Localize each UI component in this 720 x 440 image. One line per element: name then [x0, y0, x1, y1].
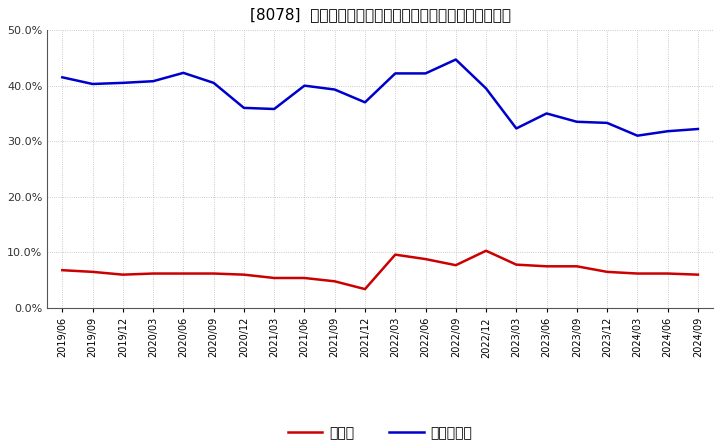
Legend: 現預金, 有利子負債: 現預金, 有利子負債	[282, 421, 478, 440]
現預金	[149, 271, 158, 276]
現預金	[361, 286, 369, 292]
現預金	[89, 269, 97, 275]
現預金	[210, 271, 218, 276]
有利子負債	[210, 80, 218, 85]
現預金	[119, 272, 127, 277]
現預金	[330, 279, 339, 284]
有利子負債	[330, 87, 339, 92]
有利子負債	[542, 111, 551, 116]
現預金	[240, 272, 248, 277]
現預金	[603, 269, 611, 275]
Line: 有利子負債: 有利子負債	[63, 59, 698, 136]
有利子負債	[482, 86, 490, 91]
有利子負債	[58, 75, 67, 80]
現預金	[300, 275, 309, 281]
現預金	[179, 271, 188, 276]
現預金	[270, 275, 279, 281]
有利子負債	[119, 80, 127, 85]
有利子負債	[512, 126, 521, 131]
有利子負債	[421, 71, 430, 76]
現預金	[512, 262, 521, 267]
有利子負債	[149, 79, 158, 84]
有利子負債	[300, 83, 309, 88]
Line: 現預金: 現預金	[63, 251, 698, 289]
有利子負債	[240, 105, 248, 110]
現預金	[391, 252, 400, 257]
有利子負債	[89, 81, 97, 87]
現預金	[58, 268, 67, 273]
現預金	[451, 263, 460, 268]
有利子負債	[663, 128, 672, 134]
現預金	[542, 264, 551, 269]
現預金	[482, 248, 490, 253]
有利子負債	[572, 119, 581, 125]
有利子負債	[179, 70, 188, 76]
現預金	[421, 257, 430, 262]
有利子負債	[270, 106, 279, 112]
有利子負債	[451, 57, 460, 62]
有利子負債	[693, 126, 702, 132]
有利子負債	[391, 71, 400, 76]
現預金	[663, 271, 672, 276]
有利子負債	[361, 100, 369, 105]
Title: [8078]  現預金、有利子負債の総資産に対する比率の推移: [8078] 現預金、有利子負債の総資産に対する比率の推移	[250, 7, 510, 22]
有利子負債	[603, 120, 611, 125]
現預金	[633, 271, 642, 276]
現預金	[693, 272, 702, 277]
現預金	[572, 264, 581, 269]
有利子負債	[633, 133, 642, 138]
